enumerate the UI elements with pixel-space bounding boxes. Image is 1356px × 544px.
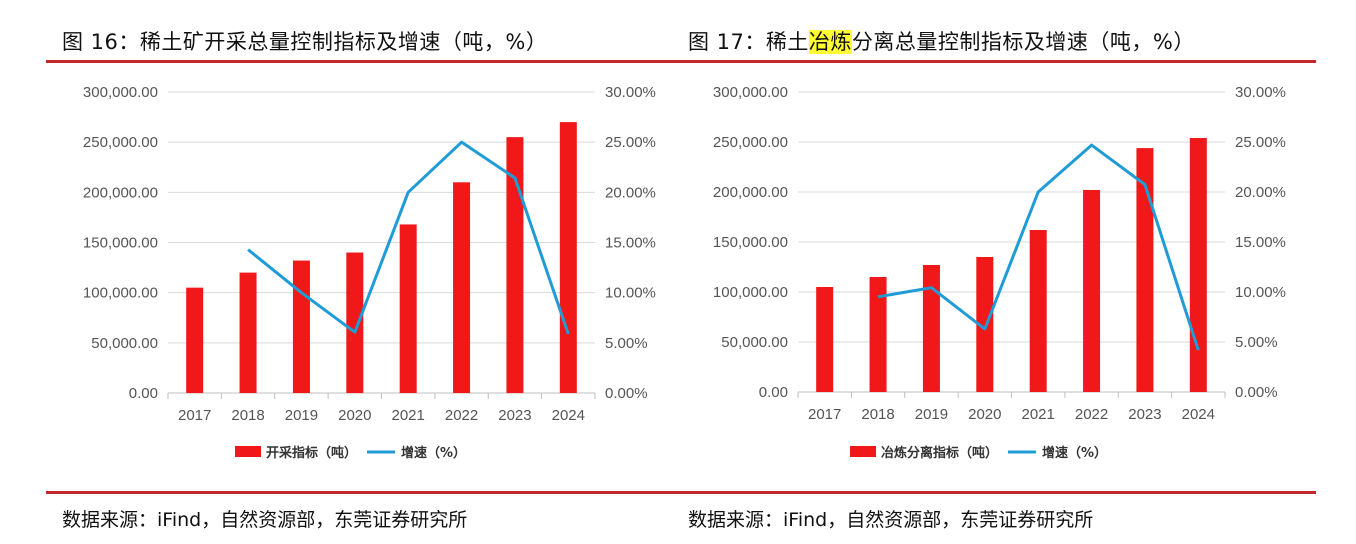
figure-17-title-prefix: 图 17：稀土 bbox=[688, 30, 809, 54]
bar bbox=[1189, 138, 1207, 392]
x-tick-label: 2023 bbox=[1128, 406, 1161, 423]
y-right-tick-label: 15.00% bbox=[605, 235, 656, 252]
bar bbox=[292, 260, 310, 393]
bar bbox=[399, 224, 417, 393]
figure-16-bottom-rule bbox=[46, 491, 680, 494]
y-right-tick-label: 10.00% bbox=[605, 285, 656, 302]
y-left-tick-label: 100,000.00 bbox=[713, 284, 788, 301]
bar bbox=[976, 257, 994, 392]
y-right-tick-label: 5.00% bbox=[605, 335, 648, 352]
figure-17-chart: 0.00 50,000.00 100,000.00 150,000.00 200,000… bbox=[713, 84, 1286, 461]
bar bbox=[559, 122, 577, 393]
bar bbox=[869, 277, 887, 392]
x-tick-label: 2024 bbox=[552, 407, 585, 424]
y-right-tick-label: 25.00% bbox=[1235, 134, 1286, 151]
y-left-tick-label: 300,000.00 bbox=[83, 84, 158, 101]
figure-17-source: 数据来源：iFind，自然资源部，东莞证券研究所 bbox=[688, 509, 1094, 531]
figure-17-title-highlight: 冶炼 bbox=[808, 30, 852, 54]
x-tick-label: 2023 bbox=[498, 407, 531, 424]
y-right-tick-label: 20.00% bbox=[605, 184, 656, 201]
figure-16-title-suffix: 开采总量控制指标及增速（吨，%） bbox=[204, 30, 548, 54]
figure-16-title: 图 16：稀土矿开采总量控制指标及增速（吨，%） bbox=[62, 26, 547, 56]
bar bbox=[186, 287, 204, 393]
y-left-tick-label: 50,000.00 bbox=[91, 335, 158, 352]
y-left-tick-label: 100,000.00 bbox=[83, 285, 158, 302]
y-left-tick-label: 250,000.00 bbox=[713, 134, 788, 151]
y-left-tick-label: 0.00 bbox=[129, 385, 158, 402]
y-left-tick-label: 150,000.00 bbox=[83, 235, 158, 252]
figure-16-source: 数据来源：iFind，自然资源部，东莞证券研究所 bbox=[62, 509, 468, 531]
bar bbox=[1083, 190, 1101, 392]
legend-line-label: 增速（%） bbox=[1042, 445, 1107, 461]
figure-17-title-suffix: 分离总量控制指标及增速（吨，%） bbox=[851, 30, 1195, 54]
y-right-tick-label: 15.00% bbox=[1235, 234, 1286, 251]
y-right-tick-label: 25.00% bbox=[605, 134, 656, 151]
bar bbox=[506, 137, 524, 393]
bar bbox=[1029, 230, 1047, 392]
y-left-tick-label: 0.00 bbox=[759, 384, 788, 401]
figure-16-title-prefix: 图 16：稀土矿 bbox=[62, 30, 205, 54]
x-tick-label: 2021 bbox=[1022, 406, 1055, 423]
bar bbox=[453, 182, 471, 393]
y-left-tick-label: 200,000.00 bbox=[713, 184, 788, 201]
bar bbox=[816, 287, 834, 392]
y-left-tick-label: 150,000.00 bbox=[713, 234, 788, 251]
y-right-tick-label: 5.00% bbox=[1235, 334, 1278, 351]
x-tick-label: 2017 bbox=[178, 407, 211, 424]
bar bbox=[922, 265, 940, 392]
y-left-tick-label: 250,000.00 bbox=[83, 134, 158, 151]
bar bbox=[346, 252, 364, 393]
y-right-tick-label: 10.00% bbox=[1235, 284, 1286, 301]
x-tick-label: 2020 bbox=[968, 406, 1001, 423]
figure-16-chart: 0.00 50,000.00 100,000.00 150,000.00 200,000… bbox=[83, 84, 656, 461]
y-left-tick-label: 50,000.00 bbox=[721, 334, 788, 351]
x-tick-label: 2022 bbox=[1075, 406, 1108, 423]
figure-17-title: 图 17：稀土冶炼分离总量控制指标及增速（吨，%） bbox=[688, 26, 1195, 56]
legend-bar-swatch bbox=[235, 446, 261, 457]
x-tick-label: 2024 bbox=[1182, 406, 1215, 423]
x-tick-label: 2021 bbox=[392, 407, 425, 424]
legend-bar-label: 冶炼分离指标（吨） bbox=[881, 445, 998, 461]
figure-16-top-rule bbox=[46, 60, 680, 63]
bar bbox=[239, 272, 257, 393]
x-tick-label: 2019 bbox=[915, 406, 948, 423]
x-tick-label: 2018 bbox=[231, 407, 264, 424]
legend-bar-label: 开采指标（吨） bbox=[266, 445, 357, 461]
x-tick-label: 2020 bbox=[338, 407, 371, 424]
figure-17-bottom-rule bbox=[680, 491, 1316, 494]
x-tick-label: 2019 bbox=[285, 407, 318, 424]
y-left-tick-label: 300,000.00 bbox=[713, 84, 788, 101]
y-right-tick-label: 20.00% bbox=[1235, 184, 1286, 201]
y-right-tick-label: 0.00% bbox=[605, 385, 648, 402]
y-right-tick-label: 0.00% bbox=[1235, 384, 1278, 401]
x-tick-label: 2017 bbox=[808, 406, 841, 423]
x-tick-label: 2018 bbox=[861, 406, 894, 423]
y-left-tick-label: 200,000.00 bbox=[83, 184, 158, 201]
bar bbox=[1136, 148, 1154, 392]
y-right-tick-label: 30.00% bbox=[1235, 84, 1286, 101]
x-tick-label: 2022 bbox=[445, 407, 478, 424]
legend-bar-swatch bbox=[850, 446, 876, 457]
legend-line-label: 增速（%） bbox=[401, 445, 466, 461]
y-right-tick-label: 30.00% bbox=[605, 84, 656, 101]
figure-17-top-rule bbox=[680, 60, 1316, 63]
